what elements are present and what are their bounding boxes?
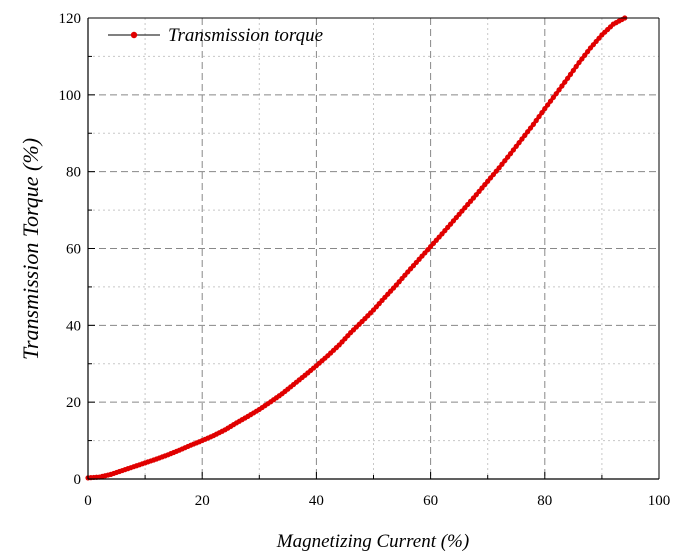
series-point — [542, 106, 548, 112]
legend-label: Transmission torque — [168, 25, 323, 46]
legend: Transmission torque — [108, 25, 323, 46]
series-point — [516, 140, 522, 146]
y-tick-label: 80 — [66, 165, 81, 181]
series-point — [539, 110, 545, 116]
series-point — [565, 75, 571, 81]
series-point — [579, 56, 585, 62]
series-point — [527, 125, 534, 131]
series-point — [547, 98, 554, 104]
axes — [87, 17, 660, 480]
series-point — [499, 161, 505, 167]
series-point — [559, 83, 565, 89]
series-point — [525, 129, 531, 135]
y-tick-label: 60 — [66, 242, 81, 258]
x-tick-label: 60 — [423, 493, 438, 509]
series-point — [585, 49, 591, 55]
series-point — [556, 87, 562, 93]
series-point — [573, 63, 579, 70]
y-tick-label: 40 — [66, 318, 81, 334]
y-axis-label: Transmission Torque (%) — [18, 138, 43, 360]
series-point — [513, 143, 519, 149]
series-point — [507, 151, 514, 157]
y-tick-label: 20 — [66, 395, 81, 411]
x-tick-label: 80 — [537, 493, 552, 509]
series-point — [522, 132, 528, 138]
series-point — [550, 94, 556, 101]
series-point — [510, 147, 516, 153]
series-point — [496, 165, 502, 171]
y-tick-label: 100 — [59, 88, 82, 104]
series-line — [86, 16, 627, 480]
tick-labels: 0 20 40 60 80 100 0 20 40 60 80 100 120 — [59, 11, 671, 509]
series-layer — [85, 15, 628, 481]
y-tick-label: 120 — [59, 11, 82, 27]
x-tick-label: 40 — [309, 493, 324, 509]
series-point — [545, 102, 551, 108]
series-point — [536, 113, 542, 120]
grid — [88, 18, 659, 479]
y-tick-label: 0 — [74, 472, 82, 488]
series-point — [576, 59, 582, 66]
series-point — [519, 136, 525, 142]
series-point — [553, 91, 559, 97]
x-tick-label: 20 — [195, 493, 210, 509]
series-point — [502, 158, 508, 164]
x-tick-label: 100 — [648, 493, 671, 509]
series-point — [505, 154, 511, 160]
series-point — [533, 117, 539, 124]
legend-marker — [130, 31, 138, 39]
series-point — [567, 71, 574, 77]
series-point — [530, 121, 536, 128]
x-tick-label: 0 — [84, 493, 92, 509]
series-point — [582, 52, 588, 58]
series-point — [570, 67, 576, 74]
x-axis-label: Magnetizing Current (%) — [276, 531, 469, 552]
series-point — [562, 79, 568, 85]
